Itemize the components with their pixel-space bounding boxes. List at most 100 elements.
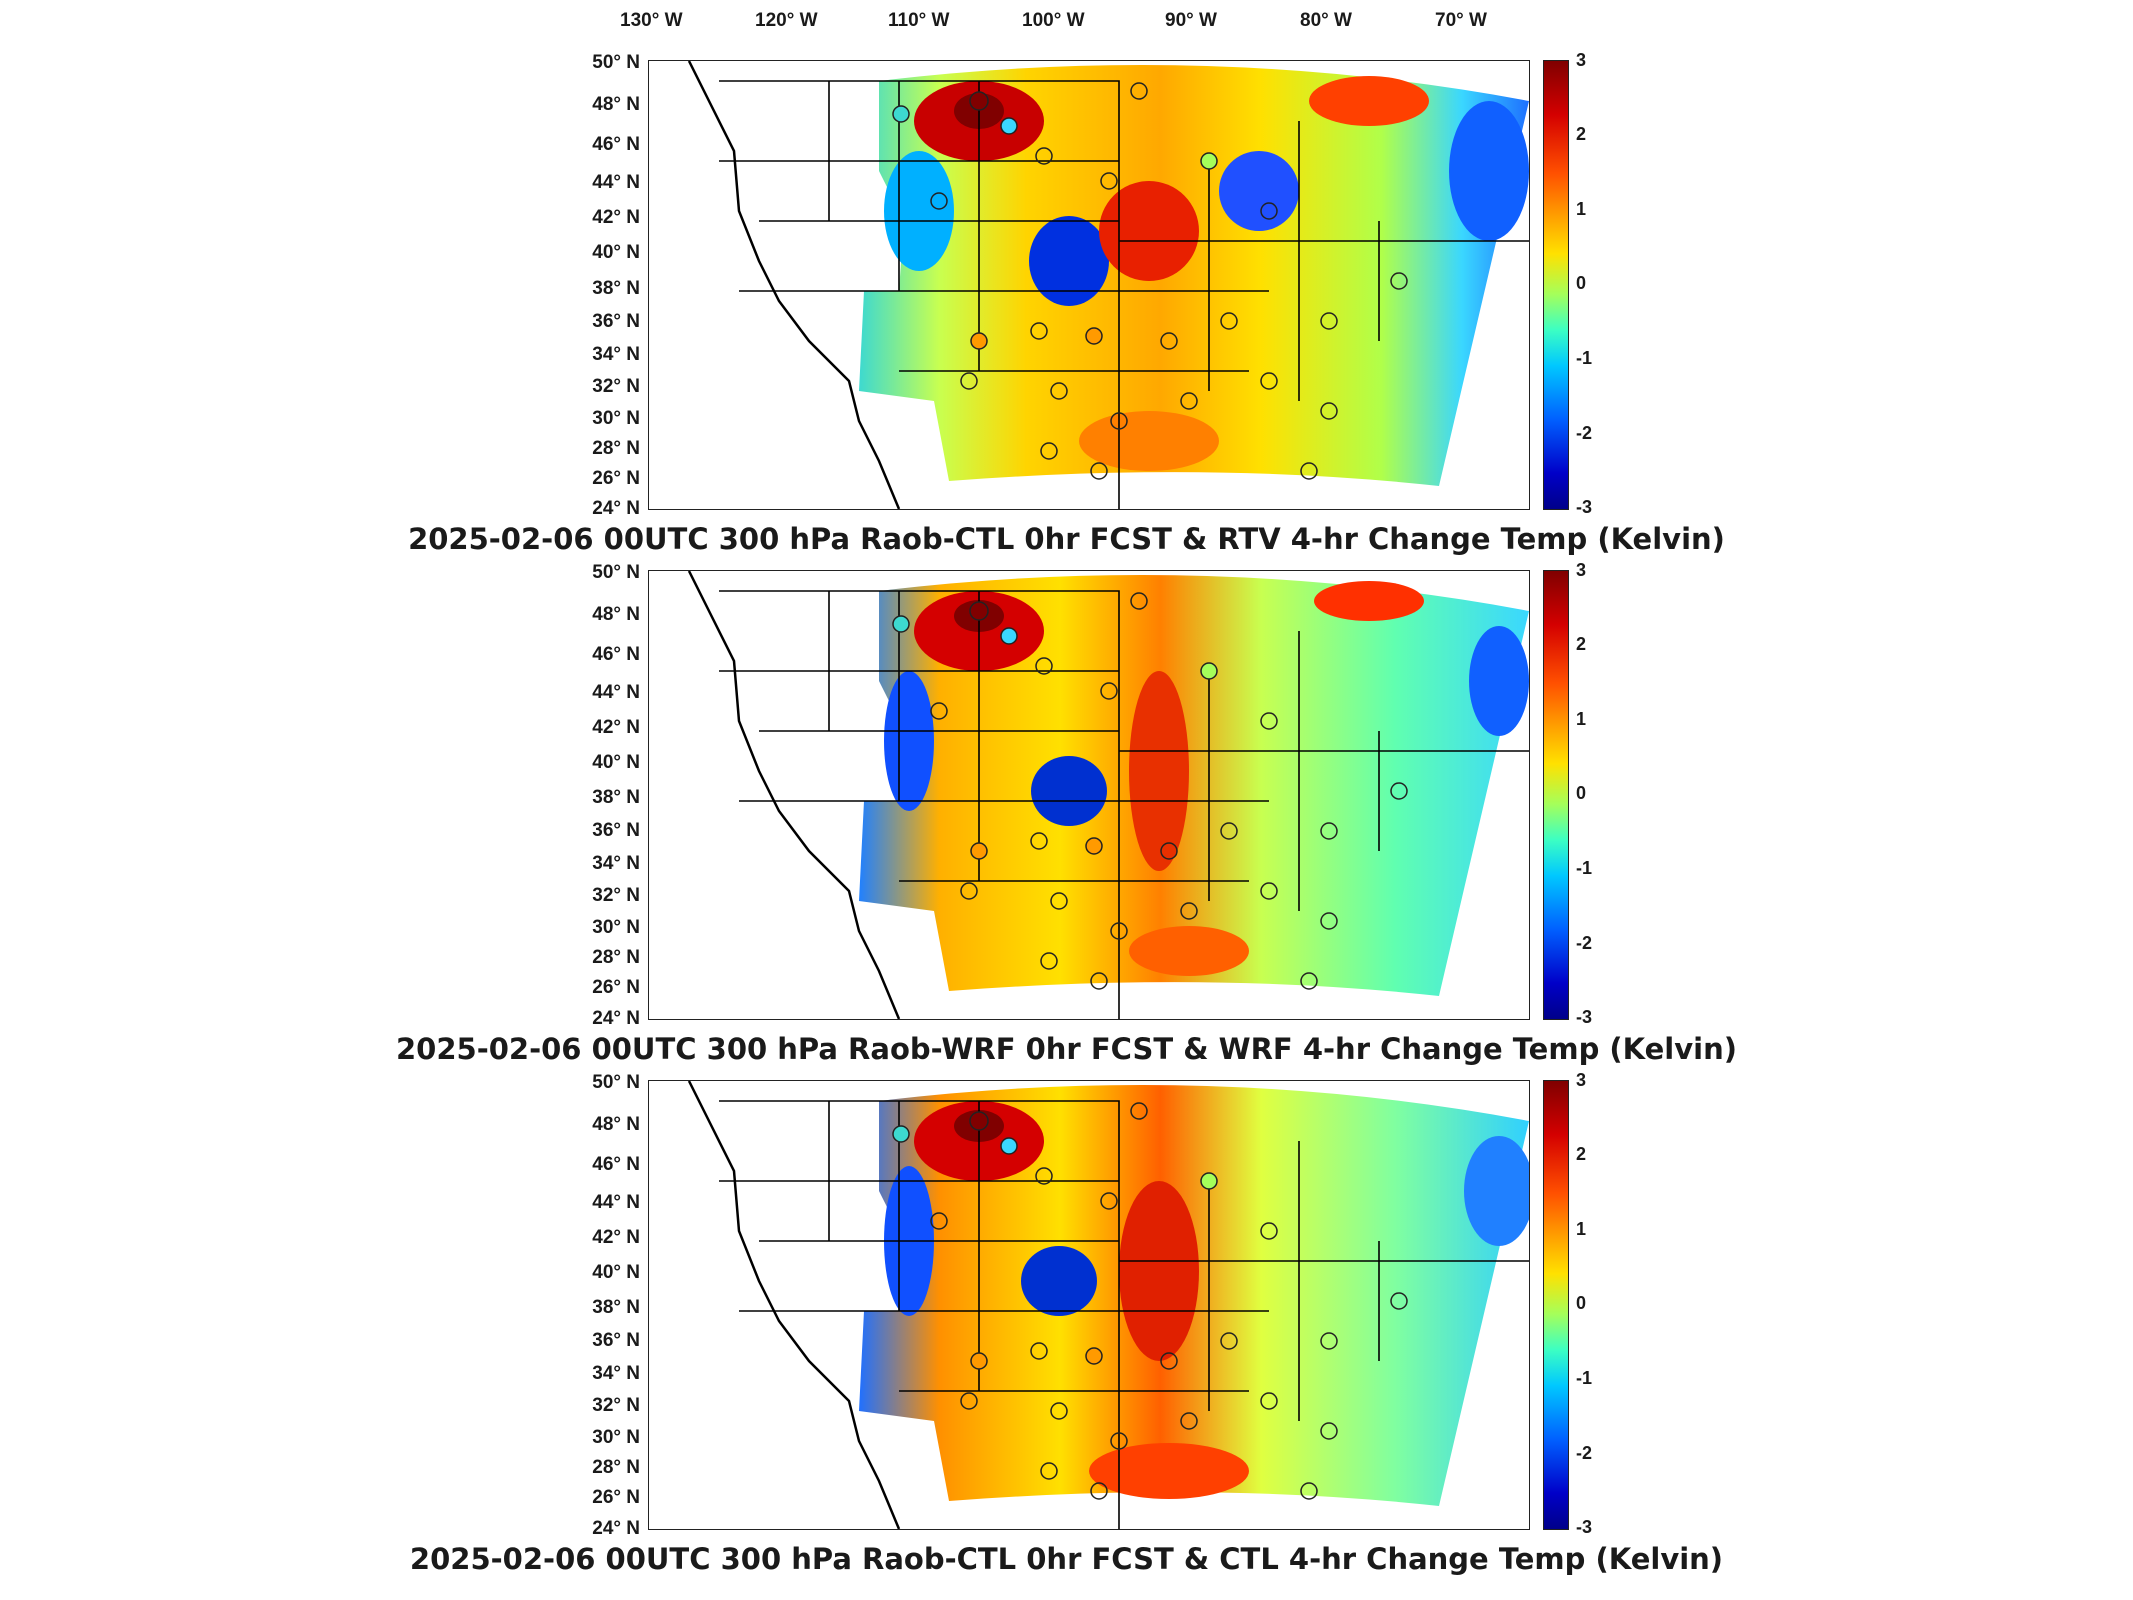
- lat-label: 36° N: [592, 1330, 640, 1351]
- lat-label: 46° N: [592, 1154, 640, 1175]
- lat-label: 44° N: [592, 1192, 640, 1213]
- raob-station-marker: [892, 1102, 1408, 1500]
- lat-label: 46° N: [592, 644, 640, 665]
- lat-label: 24° N: [592, 498, 640, 519]
- colorbar-tick: 1: [1576, 199, 1587, 219]
- raob-station-marker: [892, 592, 1408, 990]
- lat-label: 44° N: [592, 682, 640, 703]
- lon-label: 110° W: [888, 10, 950, 31]
- panel-title: 2025-02-06 00UTC 300 hPa Raob-CTL 0hr FC…: [409, 1542, 1724, 1576]
- state-boundaries: [719, 590, 1529, 1019]
- map-plot: [648, 570, 1530, 1020]
- lat-label: 36° N: [592, 820, 640, 841]
- anomaly-cold: [1464, 1136, 1529, 1246]
- coastline: [687, 61, 901, 509]
- colorbar-tick: 0: [1576, 1293, 1587, 1313]
- lon-label: 100° W: [1022, 10, 1085, 31]
- map-plot: [648, 60, 1530, 510]
- lat-label: 26° N: [592, 1487, 640, 1508]
- anomaly-warm: [1099, 181, 1199, 281]
- anomaly-warm: [1089, 1443, 1249, 1499]
- colorbar-tick: 2: [1576, 1144, 1587, 1164]
- lat-label: 24° N: [592, 1518, 640, 1539]
- lat-label: 26° N: [592, 977, 640, 998]
- colorbar-tick: -2: [1576, 933, 1593, 953]
- anomaly-cold: [1029, 216, 1109, 306]
- lat-label: 28° N: [592, 1457, 640, 1478]
- data-field: [859, 65, 1529, 486]
- lat-label: 24° N: [592, 1008, 640, 1029]
- colorbar-tick: 3: [1576, 560, 1587, 580]
- lat-label: 48° N: [592, 604, 640, 625]
- lat-label: 30° N: [592, 408, 640, 429]
- anomaly-warm: [1119, 1181, 1199, 1361]
- lat-label: 42° N: [592, 1227, 640, 1248]
- anomaly-cold: [884, 671, 934, 811]
- colorbar-tick: 1: [1576, 1219, 1587, 1239]
- data-field: [859, 575, 1529, 996]
- lat-label: 50° N: [592, 1072, 640, 1093]
- lat-label: 50° N: [592, 562, 640, 583]
- colorbar: [1543, 60, 1569, 510]
- lat-label: 42° N: [592, 717, 640, 738]
- map-svg: [687, 571, 1529, 1019]
- lat-label: 46° N: [592, 134, 640, 155]
- lat-label: 40° N: [592, 752, 640, 773]
- colorbar: [1543, 570, 1569, 1020]
- lat-label: 48° N: [592, 1114, 640, 1135]
- anomaly-cold: [1219, 151, 1299, 231]
- colorbar-tick: -2: [1576, 423, 1593, 443]
- lat-label: 30° N: [592, 1427, 640, 1448]
- panel-title: 2025-02-06 00UTC 300 hPa Raob-WRF 0hr FC…: [395, 1032, 1737, 1066]
- colorbar-tick: 1: [1576, 709, 1587, 729]
- lat-label: 44° N: [592, 172, 640, 193]
- anomaly-cold: [884, 151, 954, 271]
- lat-label: 28° N: [592, 438, 640, 459]
- lon-label: 120° W: [755, 10, 818, 31]
- lat-label: 36° N: [592, 311, 640, 332]
- lat-label: 50° N: [592, 52, 640, 73]
- colorbar: [1543, 1080, 1569, 1530]
- lat-label: 40° N: [592, 1262, 640, 1283]
- colorbar-tick: 2: [1576, 634, 1587, 654]
- colorbar-tick: -3: [1576, 497, 1593, 517]
- colorbar-tick: 3: [1576, 50, 1587, 70]
- lat-label: 32° N: [592, 376, 640, 397]
- lon-label: 90° W: [1165, 10, 1217, 31]
- coastline: [687, 1081, 901, 1529]
- raob-station-marker: [892, 82, 1408, 480]
- lat-label: 48° N: [592, 94, 640, 115]
- lon-label: 80° W: [1300, 10, 1352, 31]
- colorbar-tick: -1: [1576, 858, 1593, 878]
- anomaly-cold: [1449, 101, 1529, 241]
- lon-label: 70° W: [1435, 10, 1487, 31]
- lat-label: 38° N: [592, 1297, 640, 1318]
- lat-label: 34° N: [592, 853, 640, 874]
- state-boundaries: [719, 1100, 1529, 1529]
- colorbar-tick: -1: [1576, 348, 1593, 368]
- lat-label: 38° N: [592, 278, 640, 299]
- map-svg: [687, 1081, 1529, 1529]
- panel-title: 2025-02-06 00UTC 300 hPa Raob-CTL 0hr FC…: [408, 522, 1725, 556]
- lat-label: 34° N: [592, 344, 640, 365]
- lat-label: 32° N: [592, 1395, 640, 1416]
- state-boundaries: [719, 80, 1529, 509]
- colorbar-tick: -3: [1576, 1007, 1593, 1027]
- colorbar-tick: 2: [1576, 124, 1587, 144]
- lat-label: 34° N: [592, 1363, 640, 1384]
- anomaly-warm: [1129, 926, 1249, 976]
- lat-label: 40° N: [592, 242, 640, 263]
- lat-label: 26° N: [592, 468, 640, 489]
- colorbar-tick: 0: [1576, 273, 1587, 293]
- anomaly-warm: [1309, 76, 1429, 126]
- lat-label: 38° N: [592, 787, 640, 808]
- colorbar-tick: -1: [1576, 1368, 1593, 1388]
- colorbar-tick: 0: [1576, 783, 1587, 803]
- map-svg: [687, 61, 1529, 509]
- anomaly-warm: [1079, 411, 1219, 471]
- anomaly-cold: [1021, 1246, 1097, 1316]
- colorbar-tick: -2: [1576, 1443, 1593, 1463]
- anomaly-warm: [1129, 671, 1189, 871]
- anomaly-cold: [1469, 626, 1529, 736]
- lat-label: 28° N: [592, 947, 640, 968]
